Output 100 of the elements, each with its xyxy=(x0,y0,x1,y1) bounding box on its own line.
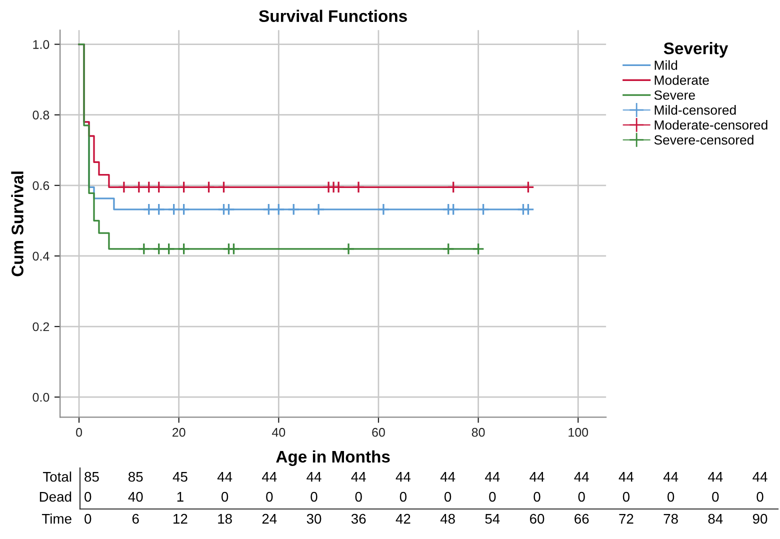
point xyxy=(342,242,355,256)
point xyxy=(152,242,166,256)
text: 44 xyxy=(306,472,322,482)
text: 0 xyxy=(266,492,273,502)
text: 85 xyxy=(84,472,99,482)
legend-label: Severe-censored xyxy=(654,134,754,145)
legend-label: Mild xyxy=(654,60,678,70)
x-tick-label: 0 xyxy=(76,428,82,437)
x-tick-label: 40 xyxy=(272,428,286,437)
text: 12 xyxy=(174,514,188,524)
point xyxy=(262,203,275,216)
text: 18 xyxy=(218,514,232,524)
text: 44 xyxy=(618,472,634,482)
text: 0 xyxy=(221,492,228,502)
point xyxy=(447,180,460,194)
text: 44 xyxy=(752,472,768,482)
chart-title: Survival Functions xyxy=(258,10,407,22)
text: 1 xyxy=(177,492,184,502)
text: 44 xyxy=(217,472,232,482)
y-tick-label: 0.4 xyxy=(32,252,50,261)
text: 84 xyxy=(708,514,723,524)
text: 44 xyxy=(262,472,277,482)
text: 0 xyxy=(84,514,92,524)
point xyxy=(142,203,156,216)
y-tick-label: 0.8 xyxy=(32,110,50,120)
point xyxy=(472,242,485,256)
legend-label: Moderate-censored xyxy=(654,120,768,130)
text: 44 xyxy=(484,472,500,482)
x-tick-label: 100 xyxy=(568,428,588,437)
y-tick-label: 1.0 xyxy=(33,40,50,49)
point xyxy=(178,242,190,256)
text: 44 xyxy=(440,472,456,482)
text: 48 xyxy=(440,514,455,524)
point xyxy=(152,180,166,194)
legend-label: Moderate xyxy=(654,75,709,85)
text: 85 xyxy=(128,472,143,482)
y-axis-title: Cum Survival xyxy=(11,172,24,276)
text: 0 xyxy=(444,492,452,502)
point xyxy=(178,203,190,216)
legend-title: Severity xyxy=(664,42,728,58)
point xyxy=(202,180,215,194)
point xyxy=(168,203,180,216)
x-tick-label: 20 xyxy=(172,428,186,437)
point xyxy=(142,180,156,194)
text: 78 xyxy=(664,514,678,524)
text: 24 xyxy=(262,514,277,524)
text: 6 xyxy=(132,514,139,524)
text: 44 xyxy=(574,472,589,482)
text: 36 xyxy=(351,514,366,524)
text: 44 xyxy=(351,472,366,482)
legend-label: Severe xyxy=(654,90,695,100)
text: 0 xyxy=(712,492,719,502)
text: 66 xyxy=(574,514,589,524)
point xyxy=(152,203,166,216)
text: 54 xyxy=(485,514,500,524)
point xyxy=(132,180,146,194)
text: Time xyxy=(42,514,72,524)
legend-label: Mild-censored xyxy=(654,105,736,115)
text: 60 xyxy=(530,514,544,524)
text: Dead xyxy=(40,492,72,502)
text: 30 xyxy=(306,514,322,524)
text: 42 xyxy=(396,514,410,524)
point xyxy=(162,242,176,256)
text: 45 xyxy=(172,472,188,482)
point xyxy=(377,203,390,216)
point xyxy=(118,180,130,194)
text: 44 xyxy=(708,472,723,482)
text: 0 xyxy=(355,492,362,502)
point xyxy=(138,242,150,256)
point xyxy=(312,203,325,216)
text: 40 xyxy=(128,492,143,502)
text: 0 xyxy=(489,492,496,502)
text: 44 xyxy=(663,472,678,482)
point xyxy=(522,180,534,194)
text: 72 xyxy=(619,514,634,524)
point xyxy=(272,203,285,216)
point xyxy=(352,180,365,194)
point xyxy=(287,203,300,216)
text: 44 xyxy=(530,472,544,482)
text: 0 xyxy=(310,492,318,502)
text: 0 xyxy=(622,492,630,502)
text: 0 xyxy=(534,492,540,502)
text: 0 xyxy=(667,492,674,502)
y-tick-label: 0.0 xyxy=(32,392,50,402)
text: 44 xyxy=(396,472,411,482)
text: 0 xyxy=(756,492,764,502)
point xyxy=(477,203,490,216)
y-tick-label: 0.2 xyxy=(32,322,50,332)
text: 0 xyxy=(578,492,585,502)
text: Total xyxy=(42,472,72,482)
x-tick-label: 80 xyxy=(472,428,485,437)
point xyxy=(218,180,230,194)
y-tick-label: 0.6 xyxy=(32,181,50,190)
point xyxy=(178,180,190,194)
x-axis-title: Age in Months xyxy=(276,450,390,466)
text: 0 xyxy=(400,492,407,502)
text: 90 xyxy=(752,514,768,524)
point xyxy=(442,242,455,256)
text: 0 xyxy=(84,492,92,502)
x-tick-label: 60 xyxy=(372,428,385,437)
